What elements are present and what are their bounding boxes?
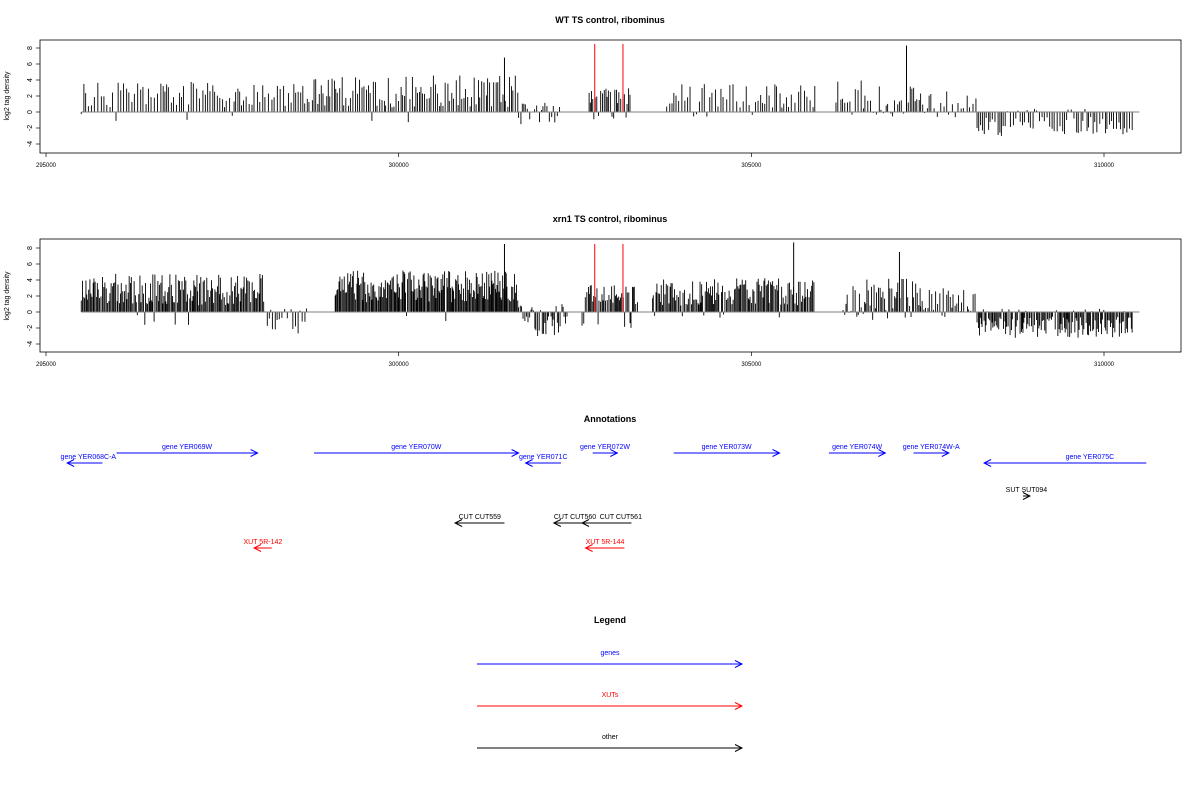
annotation-feature: gene YER072W	[580, 444, 630, 457]
y-tick-label: 0	[27, 310, 34, 314]
feature-label: CUT CUT560	[554, 514, 596, 521]
feature-arrow-head	[941, 449, 950, 457]
wt-panel-title: WT TS control, ribominus	[555, 15, 665, 25]
y-tick-label: 6	[27, 62, 34, 66]
feature-arrow-head	[511, 449, 520, 457]
xrn1-y-axis-label: log2 tag density	[4, 271, 11, 321]
feature-arrow-head	[453, 519, 463, 527]
feature-arrow-head	[878, 449, 887, 457]
feature-arrow-head	[524, 459, 533, 467]
legend-arrow-head	[734, 702, 744, 710]
y-tick-label: -2	[27, 125, 34, 131]
feature-label: gene YER071C	[519, 454, 568, 461]
annotation-feature: gene YER071C	[519, 454, 568, 467]
legend-label: other	[602, 734, 619, 741]
xrn1-density-bars	[80, 242, 1133, 338]
feature-label: gene YER074W	[832, 444, 882, 451]
feature-label: gene YER068C-A	[61, 454, 117, 461]
annotation-feature: SUT SUT094	[1006, 487, 1048, 500]
legend-entry: genes	[477, 650, 744, 668]
x-tick-label: 300000	[389, 163, 410, 169]
feature-label: gene YER072W	[580, 444, 630, 451]
legend-label: genes	[600, 650, 620, 657]
feature-label: gene YER074W-A	[903, 444, 960, 451]
feature-arrow-head	[66, 459, 75, 467]
xrn1-panel-title: xrn1 TS control, ribominus	[553, 214, 668, 224]
feature-label: XUT 5R-144	[586, 539, 625, 546]
x-tick-label: 295000	[36, 163, 57, 169]
legend-label: XUTs	[602, 692, 619, 699]
xrn1-axes: -4 -2 0 2 4 6 8 295000 300000 305000 310000	[27, 246, 1140, 368]
y-tick-label: 2	[27, 294, 34, 298]
feature-label: gene YER073W	[702, 444, 752, 451]
y-tick-label: 8	[27, 246, 34, 250]
x-tick-label: 300000	[389, 362, 410, 368]
legend-entries: genes XUTs other	[477, 650, 744, 752]
y-tick-label: 0	[27, 110, 34, 114]
wt-axes: -4 -2 0 2 4 6 8 295000 300000 305000 310000	[27, 46, 1140, 169]
feature-label: SUT SUT094	[1006, 487, 1048, 494]
feature-arrow-head	[250, 449, 259, 457]
annotation-feature: gene YER075C	[982, 454, 1147, 467]
feature-arrow-head	[252, 544, 262, 552]
annotation-feature: gene YER070W	[314, 444, 520, 457]
x-tick-label: 305000	[741, 362, 762, 368]
feature-label: CUT CUT561	[600, 514, 642, 521]
x-tick-label: 310000	[1094, 362, 1115, 368]
annotations-title: Annotations	[584, 414, 637, 424]
feature-label: gene YER070W	[391, 444, 441, 451]
legend: Legend genes XUTs other	[477, 615, 744, 752]
feature-arrow-head	[580, 519, 590, 527]
annotation-feature: gene YER074W-A	[903, 444, 960, 457]
feature-arrow-head	[552, 519, 562, 527]
annotation-feature: CUT CUT559	[453, 514, 505, 527]
feature-arrow-head	[982, 459, 992, 467]
feature-arrow-head	[610, 449, 619, 457]
legend-entry: other	[477, 734, 744, 752]
annotation-feature: XUT 5R-144	[584, 539, 625, 552]
y-tick-label: 8	[27, 46, 34, 50]
y-tick-label: -4	[27, 141, 34, 147]
wt-y-axis-label: log2 tag density	[4, 71, 11, 121]
y-tick-label: 4	[27, 78, 34, 82]
feature-label: XUT 5R-142	[243, 539, 282, 546]
annotation-feature: gene YER068C-A	[61, 454, 117, 467]
legend-entry: XUTs	[477, 692, 744, 710]
x-tick-label: 295000	[36, 362, 57, 368]
annotation-features: gene YER069W gene YER068C-A gene YER070W ge…	[61, 444, 1147, 552]
annotation-feature: CUT CUT561	[580, 514, 642, 527]
annotation-feature: CUT CUT560	[552, 514, 596, 527]
xrn1-plot-frame	[39, 238, 1182, 353]
y-tick-label: -2	[27, 325, 34, 331]
y-tick-label: 2	[27, 94, 34, 98]
xrn1-density-panel: xrn1 TS control, ribominus log2 tag dens…	[4, 214, 1182, 368]
legend-arrow-head	[734, 744, 744, 752]
feature-label: gene YER069W	[162, 444, 212, 451]
feature-arrow-head	[584, 544, 593, 552]
x-tick-label: 305000	[741, 163, 762, 169]
wt-density-panel: WT TS control, ribominus log2 tag densit…	[4, 15, 1182, 169]
y-tick-label: 4	[27, 278, 34, 282]
legend-arrow-head	[734, 660, 744, 668]
feature-arrow-head	[772, 449, 781, 457]
wt-plot-frame	[39, 39, 1182, 154]
y-tick-label: -4	[27, 341, 34, 347]
feature-label: gene YER075C	[1066, 454, 1115, 461]
x-tick-label: 310000	[1094, 163, 1115, 169]
feature-arrow-head	[1022, 492, 1032, 500]
annotation-feature: gene YER069W	[116, 444, 259, 457]
annotation-feature: XUT 5R-142	[243, 539, 282, 552]
y-tick-label: 6	[27, 262, 34, 266]
legend-title: Legend	[594, 615, 626, 625]
wt-density-bars	[80, 44, 1133, 136]
annotation-feature: gene YER073W	[673, 444, 781, 457]
feature-label: CUT CUT559	[459, 514, 501, 521]
annotation-feature: gene YER074W	[828, 444, 887, 457]
